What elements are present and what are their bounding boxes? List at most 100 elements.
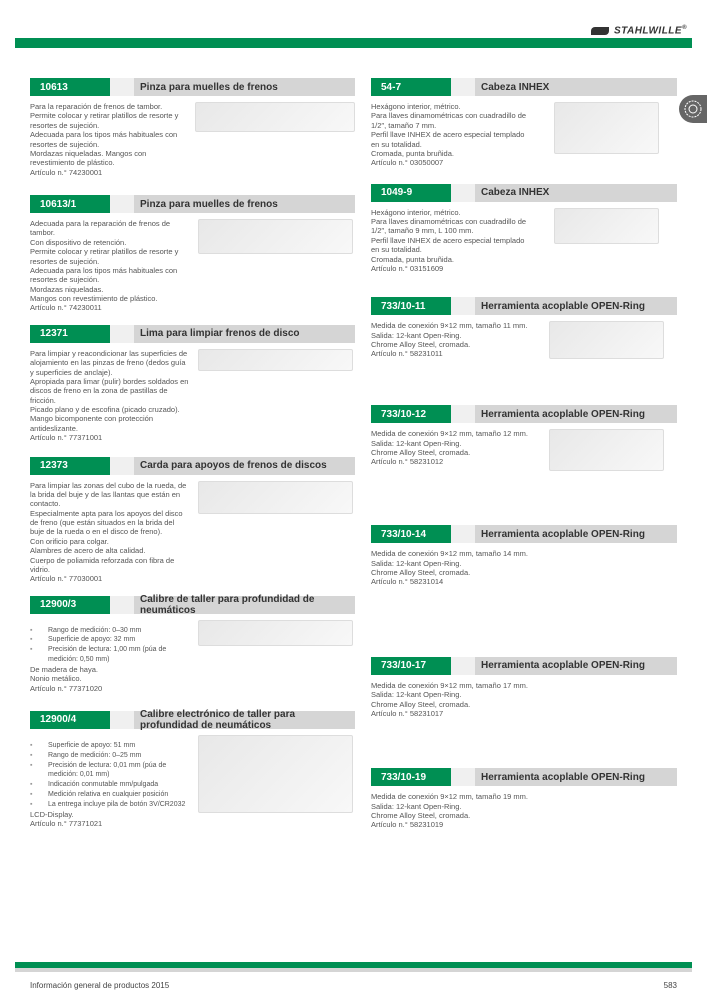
description-line: Para limpiar las zonas del cubo de la ru…	[30, 481, 189, 509]
product-header: 1049-9Cabeza INHEX	[371, 184, 677, 202]
spec-bullet-icon: ▪	[30, 790, 48, 800]
description-line: Para limpiar y reacondicionar las superf…	[30, 349, 189, 377]
header-green-stripe	[15, 38, 692, 48]
product-specs: ▪Rango de medición: 0–30 mm▪Superficie d…	[30, 626, 189, 665]
product-image	[198, 481, 353, 514]
description-line: Especialmente apta para los apoyos del d…	[30, 509, 189, 537]
product-block: 12373Carda para apoyos de frenos de disc…	[30, 457, 355, 584]
product-body: Medida de conexión 9×12 mm, tamaño 12 mm…	[371, 423, 677, 471]
product-code-gap	[451, 768, 475, 786]
product-header: 733/10-11Herramienta acoplable OPEN-Ring	[371, 297, 677, 315]
footer-left-text: Información general de productos 2015	[30, 981, 169, 990]
description-line: Con dispositivo de retención.	[30, 238, 189, 247]
product-image-cell	[536, 681, 677, 719]
description-line: Para llaves dinamométricas con cuadradil…	[371, 217, 530, 236]
product-code-gap	[451, 297, 475, 315]
page-header: STAHLWILLE®	[0, 0, 707, 36]
product-body: Medida de conexión 9×12 mm, tamaño 11 mm…	[371, 315, 677, 359]
description-line: Adecuada para la reparación de frenos de…	[30, 219, 189, 238]
product-description: Adecuada para la reparación de frenos de…	[30, 219, 195, 313]
product-code: 12373	[30, 457, 110, 475]
description-line: Mango bicomponente con protección antide…	[30, 414, 189, 433]
product-header: 12900/4Calibre electrónico de taller par…	[30, 711, 355, 729]
description-line: Artículo n.° 58231011	[371, 349, 530, 358]
product-code-cell: 12900/4	[30, 711, 134, 729]
product-code-cell: 733/10-12	[371, 405, 475, 423]
description-line: Artículo n.° 58231014	[371, 577, 530, 586]
description-line: Artículo n.° 58231019	[371, 820, 530, 829]
description-line: Chrome Alloy Steel, cromada.	[371, 811, 530, 820]
product-header: 10613/1Pinza para muelles de frenos	[30, 195, 355, 213]
product-title: Herramienta acoplable OPEN-Ring	[475, 657, 677, 675]
product-code-gap	[110, 325, 134, 343]
product-code-cell: 733/10-14	[371, 525, 475, 543]
description-line: Artículo n.° 77371020	[30, 684, 189, 693]
product-description: ▪Rango de medición: 0–30 mm▪Superficie d…	[30, 620, 195, 693]
product-code-gap	[451, 657, 475, 675]
product-body: Adecuada para la reparación de frenos de…	[30, 213, 355, 313]
product-description: Medida de conexión 9×12 mm, tamaño 19 mm…	[371, 792, 536, 830]
product-block: 1049-9Cabeza INHEX Hexágono interior, mét…	[371, 184, 677, 274]
product-title: Calibre de taller para profundidad de ne…	[134, 596, 355, 614]
description-line: Para llaves dinamométricas con cuadradil…	[371, 111, 530, 130]
brand-text: STAHLWILLE	[614, 25, 682, 36]
product-title: Herramienta acoplable OPEN-Ring	[475, 297, 677, 315]
spec-text: Indicación conmutable mm/pulgada	[48, 780, 189, 790]
product-title: Herramienta acoplable OPEN-Ring	[475, 768, 677, 786]
product-code-cell: 12371	[30, 325, 134, 343]
description-line: Perfil llave INHEX de acero especial tem…	[371, 236, 530, 255]
description-line: Artículo n.° 74230001	[30, 168, 189, 177]
description-line: Artículo n.° 03050007	[371, 158, 530, 167]
product-title: Herramienta acoplable OPEN-Ring	[475, 525, 677, 543]
product-title: Calibre electrónico de taller para profu…	[134, 711, 355, 729]
product-image	[549, 429, 664, 471]
product-body: Para la reparación de frenos de tambor.P…	[30, 96, 355, 177]
product-header: 12900/3 Calibre de taller para profundida…	[30, 596, 355, 614]
description-line: LCD-Display.	[30, 810, 189, 819]
product-code: 1049-9	[371, 184, 451, 202]
product-block: 10613/1Pinza para muelles de frenos Adecu…	[30, 195, 355, 313]
spec-row: ▪Precisión de lectura: 1,00 mm (púa de m…	[30, 645, 189, 665]
product-description: Hexágono interior, métrico.Para llaves d…	[371, 102, 536, 168]
product-code: 733/10-19	[371, 768, 451, 786]
spec-bullet-icon: ▪	[30, 761, 48, 781]
description-line: Mordazas niqueladas. Mangos con revestim…	[30, 149, 189, 168]
product-code-gap	[451, 78, 475, 96]
product-block: 733/10-12Herramienta acoplable OPEN-Ring…	[371, 405, 677, 471]
product-code: 12900/3	[30, 596, 110, 614]
product-image	[198, 735, 353, 813]
description-line: Artículo n.° 58231017	[371, 709, 530, 718]
spec-text: La entrega incluye pila de botón 3V/CR20…	[48, 800, 189, 810]
content-columns: 10613Pinza para muelles de frenosPara la…	[30, 78, 677, 840]
spec-bullet-icon: ▪	[30, 780, 48, 790]
product-image	[198, 349, 353, 371]
product-header: 733/10-17Herramienta acoplable OPEN-Ring	[371, 657, 677, 675]
description-line: Apropiada para limar (pulir) bordes sold…	[30, 377, 189, 405]
product-description: Hexágono interior, métrico.Para llaves d…	[371, 208, 536, 274]
spec-row: ▪Rango de medición: 0–30 mm	[30, 626, 189, 636]
product-image-cell	[195, 735, 355, 828]
description-line: Permite colocar y retirar platillos de r…	[30, 247, 189, 266]
product-image	[554, 208, 659, 244]
product-code: 10613	[30, 78, 110, 96]
product-code-gap	[110, 78, 134, 96]
description-line: Para la reparación de frenos de tambor.	[30, 102, 189, 111]
spec-text: Rango de medición: 0–30 mm	[48, 626, 189, 636]
product-code: 54-7	[371, 78, 451, 96]
description-line: Artículo n.° 74230011	[30, 303, 189, 312]
product-code-gap	[451, 184, 475, 202]
description-line: Nonio metálico.	[30, 674, 189, 683]
product-code-gap	[110, 195, 134, 213]
product-code: 10613/1	[30, 195, 110, 213]
description-line: Medida de conexión 9×12 mm, tamaño 11 mm…	[371, 321, 530, 330]
description-line: Hexágono interior, métrico.	[371, 102, 530, 111]
product-block: 733/10-17Herramienta acoplable OPEN-Ring…	[371, 657, 677, 719]
product-description: Medida de conexión 9×12 mm, tamaño 17 mm…	[371, 681, 536, 719]
product-image	[198, 219, 353, 254]
description-line: Salida: 12-kant Open-Ring.	[371, 439, 530, 448]
product-image-cell	[536, 792, 677, 830]
description-line: Chrome Alloy Steel, cromada.	[371, 448, 530, 457]
product-header: 10613Pinza para muelles de frenos	[30, 78, 355, 96]
footer-grey-stripe	[15, 968, 692, 972]
product-image-cell	[536, 102, 677, 168]
